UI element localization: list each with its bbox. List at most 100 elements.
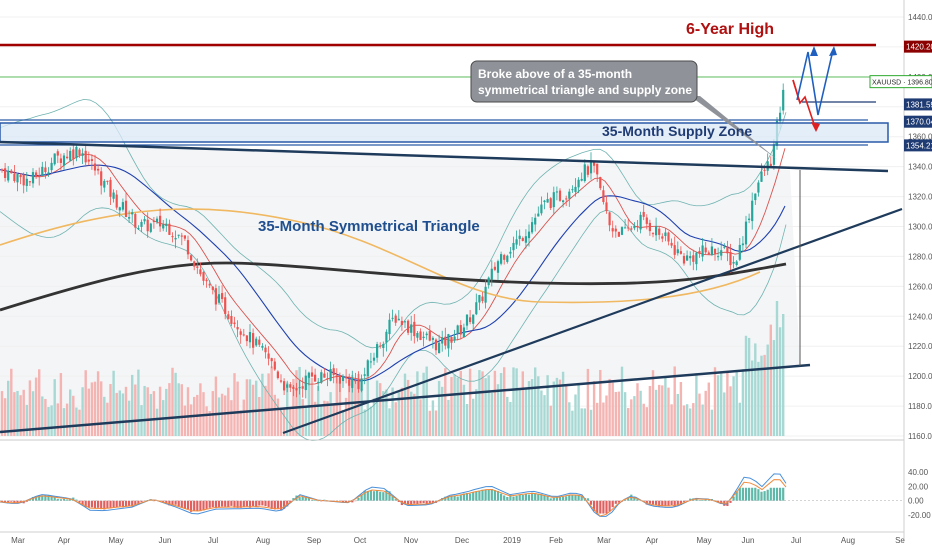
triangle-shade — [0, 142, 800, 432]
candle-body — [751, 200, 754, 222]
price-label-box — [869, 75, 932, 89]
indicator-bar — [648, 500, 651, 504]
volume-bar — [304, 406, 307, 436]
candle-body — [283, 381, 286, 391]
candle-body — [534, 217, 537, 225]
volume-bar — [611, 382, 614, 436]
volume-bar — [465, 404, 469, 436]
indicator-bar — [264, 500, 267, 507]
indicator-bar — [425, 500, 428, 505]
time-tick-label: Feb — [549, 536, 563, 545]
time-tick-label: Aug — [256, 536, 270, 545]
indicator-bar — [283, 500, 286, 509]
volume-bar — [146, 387, 149, 436]
volume-bar — [586, 368, 590, 436]
candle-body — [298, 387, 301, 389]
indicator-bar — [233, 500, 236, 508]
candle-body — [332, 368, 335, 375]
volume-bar — [38, 369, 41, 436]
candle-body — [422, 336, 425, 339]
indicator-bar — [596, 500, 599, 514]
indicator-bar — [760, 491, 763, 501]
candle-body — [472, 314, 475, 324]
candle-body — [611, 228, 614, 232]
indicator-bar — [301, 496, 304, 501]
volume-bar — [540, 390, 543, 436]
indicator-bar — [738, 487, 741, 501]
candle-body — [782, 89, 785, 111]
indicator-bar — [775, 487, 779, 501]
volume-bar — [462, 384, 466, 436]
volume-bar — [754, 343, 757, 436]
time-tick-label: Dec — [455, 536, 469, 545]
candle-body — [413, 321, 416, 337]
volume-bar — [149, 394, 152, 436]
volume-bar — [617, 391, 621, 436]
candle-body — [72, 149, 75, 159]
indicator-bar — [593, 500, 596, 512]
volume-bar — [16, 390, 19, 436]
indicator-bar — [16, 500, 19, 504]
volume-bar — [100, 381, 103, 436]
indicator-bar — [431, 500, 434, 503]
supply-zone-label: 35-Month Supply Zone — [602, 123, 752, 139]
indicator-bar — [211, 500, 214, 508]
candle-body — [602, 190, 605, 203]
volume-bar — [437, 380, 441, 436]
volume-bar — [710, 409, 714, 436]
volume-bar — [62, 408, 66, 436]
candle-body — [763, 169, 766, 171]
indicator-bar — [410, 500, 413, 506]
indicator-bar — [118, 500, 121, 507]
volume-bar — [747, 337, 751, 436]
volume-bar — [242, 399, 245, 436]
indicator-bar — [174, 500, 177, 505]
volume-bar — [267, 373, 270, 436]
volume-bar — [558, 379, 562, 436]
volume-bar — [118, 390, 121, 436]
indicator-bar — [112, 500, 115, 508]
volume-bar — [496, 384, 500, 436]
volume-bar — [403, 373, 407, 436]
candle-body — [407, 320, 410, 333]
candle-body — [255, 338, 258, 346]
indicator-bar — [515, 495, 518, 501]
candle-body — [679, 251, 682, 254]
indicator-bar — [87, 500, 90, 508]
candle-body — [475, 302, 478, 315]
candle-body — [431, 337, 434, 340]
candle-body — [363, 374, 366, 376]
indicator-bar — [221, 500, 224, 507]
indicator-bar — [193, 500, 196, 511]
volume-bar — [406, 379, 410, 436]
candle-body — [515, 239, 518, 245]
volume-bar — [72, 395, 75, 436]
volume-bar — [158, 386, 162, 436]
indicator-bar — [131, 500, 134, 507]
indicator-bar — [413, 500, 416, 504]
indicator-bar — [292, 498, 295, 501]
volume-bar — [667, 387, 670, 436]
candle-body — [438, 342, 441, 354]
volume-bar — [614, 391, 617, 436]
candle-body — [323, 373, 326, 378]
volume-bar — [134, 384, 137, 436]
volume-bar — [664, 376, 667, 436]
indicator-bar — [224, 500, 227, 507]
indicator-bar — [772, 487, 775, 501]
indicator-bar — [205, 500, 208, 509]
price-tick-label: 1300.00 — [908, 223, 932, 232]
callout-line-2: symmetrical triangle and supply zone — [478, 83, 692, 97]
time-tick-label: Jun — [742, 536, 755, 545]
candle-body — [726, 246, 729, 254]
indicator-bar — [106, 500, 109, 509]
volume-bar — [716, 375, 720, 436]
candle-body — [496, 261, 500, 273]
volume-bar — [183, 405, 187, 436]
volume-bar — [487, 375, 490, 436]
indicator-bar — [276, 500, 279, 510]
volume-bar — [394, 402, 397, 436]
candle-body — [608, 212, 611, 226]
volume-bar — [44, 398, 47, 436]
candle-body — [69, 150, 72, 161]
